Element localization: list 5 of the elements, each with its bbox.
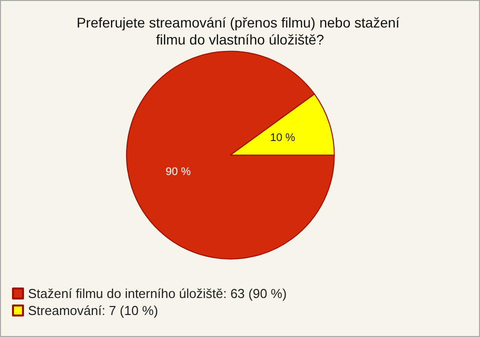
data-label: 90 % [166,166,191,178]
legend-label: Stažení filmu do interního úložiště: 63 (90 %) [28,286,287,301]
data-label: 10 % [270,132,296,144]
chart-title: Preferujete streamování (přenos filmu) nebo stažení filmu do vlastního úložiště? [76,14,404,48]
legend-label: Streamování: 7 (10 %) [28,303,158,318]
